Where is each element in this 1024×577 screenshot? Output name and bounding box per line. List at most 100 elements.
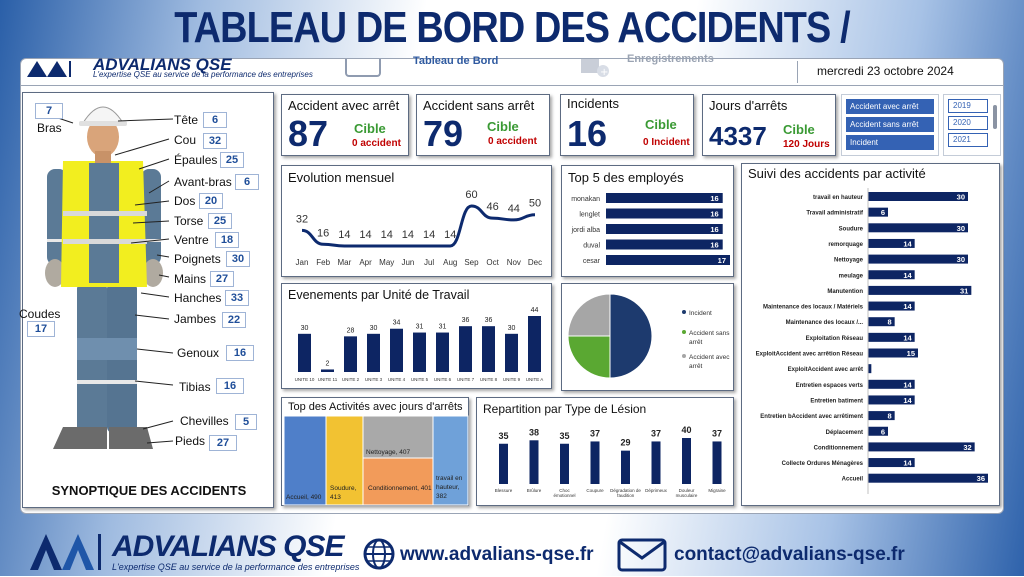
kpi-title: Jours d'arrêts [709,98,788,113]
part-tibias-value: 16 [216,378,244,394]
units-category-label: UNITE 11 [318,377,338,382]
activity-bar [868,426,888,436]
dashboard-icon[interactable] [345,59,381,77]
header-tagline: L'expertise QSE au service de la perform… [93,70,313,79]
activity-value-label: 15 [907,349,915,358]
svg-text:+: + [600,67,608,78]
activity-category-label: ExploitAccident avec arrêt [788,367,863,373]
units-panel: Evenements par Unité de Travail 30 UNITE … [281,283,552,389]
part-bras-label: Bras [37,121,62,135]
slicer-year-item[interactable]: 2019 [948,99,988,113]
part-torse-label: Torse [174,214,204,228]
activity-bar [868,364,872,374]
footer-email[interactable]: contact@advalians-qse.fr [674,544,905,565]
part-avant-bras-value: 6 [235,174,259,190]
footer-logo [28,530,108,572]
top5-value-label: 16 [710,241,718,250]
treemap-tile [325,415,364,506]
footer-tagline: L'expertise QSE au service de la perform… [112,562,360,572]
top5-chart: monakan 16 lenglet 16 jordi alba 16 duval 16 ces… [571,193,730,265]
kpi-cible: Cible [354,121,386,136]
pie-legend-marker [682,330,686,334]
top5-category-label: monakan [571,196,600,203]
kpi-target: 0 accident [488,136,537,147]
top5-panel: Top 5 des employés monakan 16 lenglet 16 jor… [561,165,734,277]
slicer-type-item[interactable]: Accident sans arrêt [846,117,934,132]
part-pieds-value: 27 [209,435,237,451]
kpi-cible: Cible [487,119,519,134]
treemap-tile [362,457,434,506]
units-value-label: 30 [508,325,516,332]
units-value-label: 31 [439,324,447,331]
evolution-month-label: Mar [337,258,351,267]
part-ventre-value: 18 [215,232,239,248]
worker-figure [45,106,174,449]
treemap-label: travail en hauteur, 382 [436,475,463,500]
lesion-panel: Repartition par Type de Lésion 35 Blessur… [476,397,734,506]
part-tete-value: 6 [203,112,227,128]
activity-bar [868,442,975,452]
units-bar [298,333,311,372]
lesion-bar [651,441,661,484]
lesion-bar [590,441,600,484]
activity-value-label: 14 [903,271,912,280]
nav-records[interactable]: Enregistrements [627,53,714,65]
kpi-title: Accident sans arrêt [423,98,535,113]
lesion-value-label: 35 [559,431,569,441]
records-icon[interactable]: + [577,59,617,79]
units-value-label: 44 [531,307,539,314]
lesion-value-label: 29 [620,438,630,448]
units-bar [528,316,541,372]
lesion-category-label: Déprimeux [645,488,668,493]
slicer-type-item[interactable]: Incident [846,135,934,150]
activity-category-label: meulage [839,273,864,279]
slicer-year-item[interactable]: 2021 [948,133,988,147]
lesion-category-label: Brûlure [527,488,542,493]
lesion-category-label: Dégradation de l'audition [610,488,641,498]
lesion-bar [682,438,691,484]
evolution-data-label: 14 [359,229,371,241]
units-chart: 30 UNITE 10 2 UNITE 11 28 UNITE 2 30 UNITE 3 34 U… [295,307,544,382]
activity-category-label: Soudure [839,226,864,232]
evolution-data-label: 14 [402,229,414,241]
slicer-scrollbar[interactable] [993,105,997,129]
footer-website[interactable]: www.advalians-qse.fr [400,544,594,565]
activity-value-label: 32 [963,443,971,452]
top5-bar [606,224,723,234]
units-bar [344,336,357,372]
lesion-bar [712,441,722,484]
units-value-label: 36 [485,317,493,324]
kpi-target: 120 Jours [783,139,830,150]
activity-bar [868,270,915,280]
units-bar [390,328,403,372]
activity-category-label: Entretien batiment [810,398,863,404]
lesion-category-label: Douleur musculaire [676,488,698,498]
lesion-bar [560,443,569,484]
treemap-label: Conditionnement, 401 [368,485,432,492]
kpi-jours-arrets: Jours d'arrêts 4337 Cible 120 Jours [702,94,836,156]
part-bras-value: 7 [35,103,63,119]
activity-bar [868,473,988,483]
activity-category-label: Collecte Ordures Ménagères [782,461,864,467]
treemap-chart: Accueil, 490 Soudure, 413 Nettoyage, 407 Con… [283,415,469,506]
part-coudes-label: Coudes [19,307,61,321]
lesion-category-label: Coupure [586,488,604,493]
part-dos-label: Dos [174,194,196,208]
top5-category-label: cesar [583,258,601,265]
lesion-category-label: Migraine [708,488,726,493]
lesion-category-label: Blessure [495,488,513,493]
lesion-title: Repartition par Type de Lésion [483,402,647,416]
kpi-value: 16 [567,113,608,154]
slicer-year-item[interactable]: 2020 [948,116,988,130]
activity-category-label: Entretien espaces verts [796,383,864,389]
activity-value-label: 30 [957,224,965,233]
header-date: mercredi 23 octobre 2024 [817,64,954,78]
part-tete-label: Tête [174,113,199,127]
slicer-type-item[interactable]: Accident avec arrêt [846,99,934,114]
nav-dashboard[interactable]: Tableau de Bord [413,55,499,67]
pie-legend-label: Accident avec arrêt [689,354,730,370]
pie-legend-label: Incident [689,310,712,317]
activity-bar [868,395,915,405]
evolution-data-label: 16 [317,227,329,239]
activity-value-label: 14 [903,333,912,342]
